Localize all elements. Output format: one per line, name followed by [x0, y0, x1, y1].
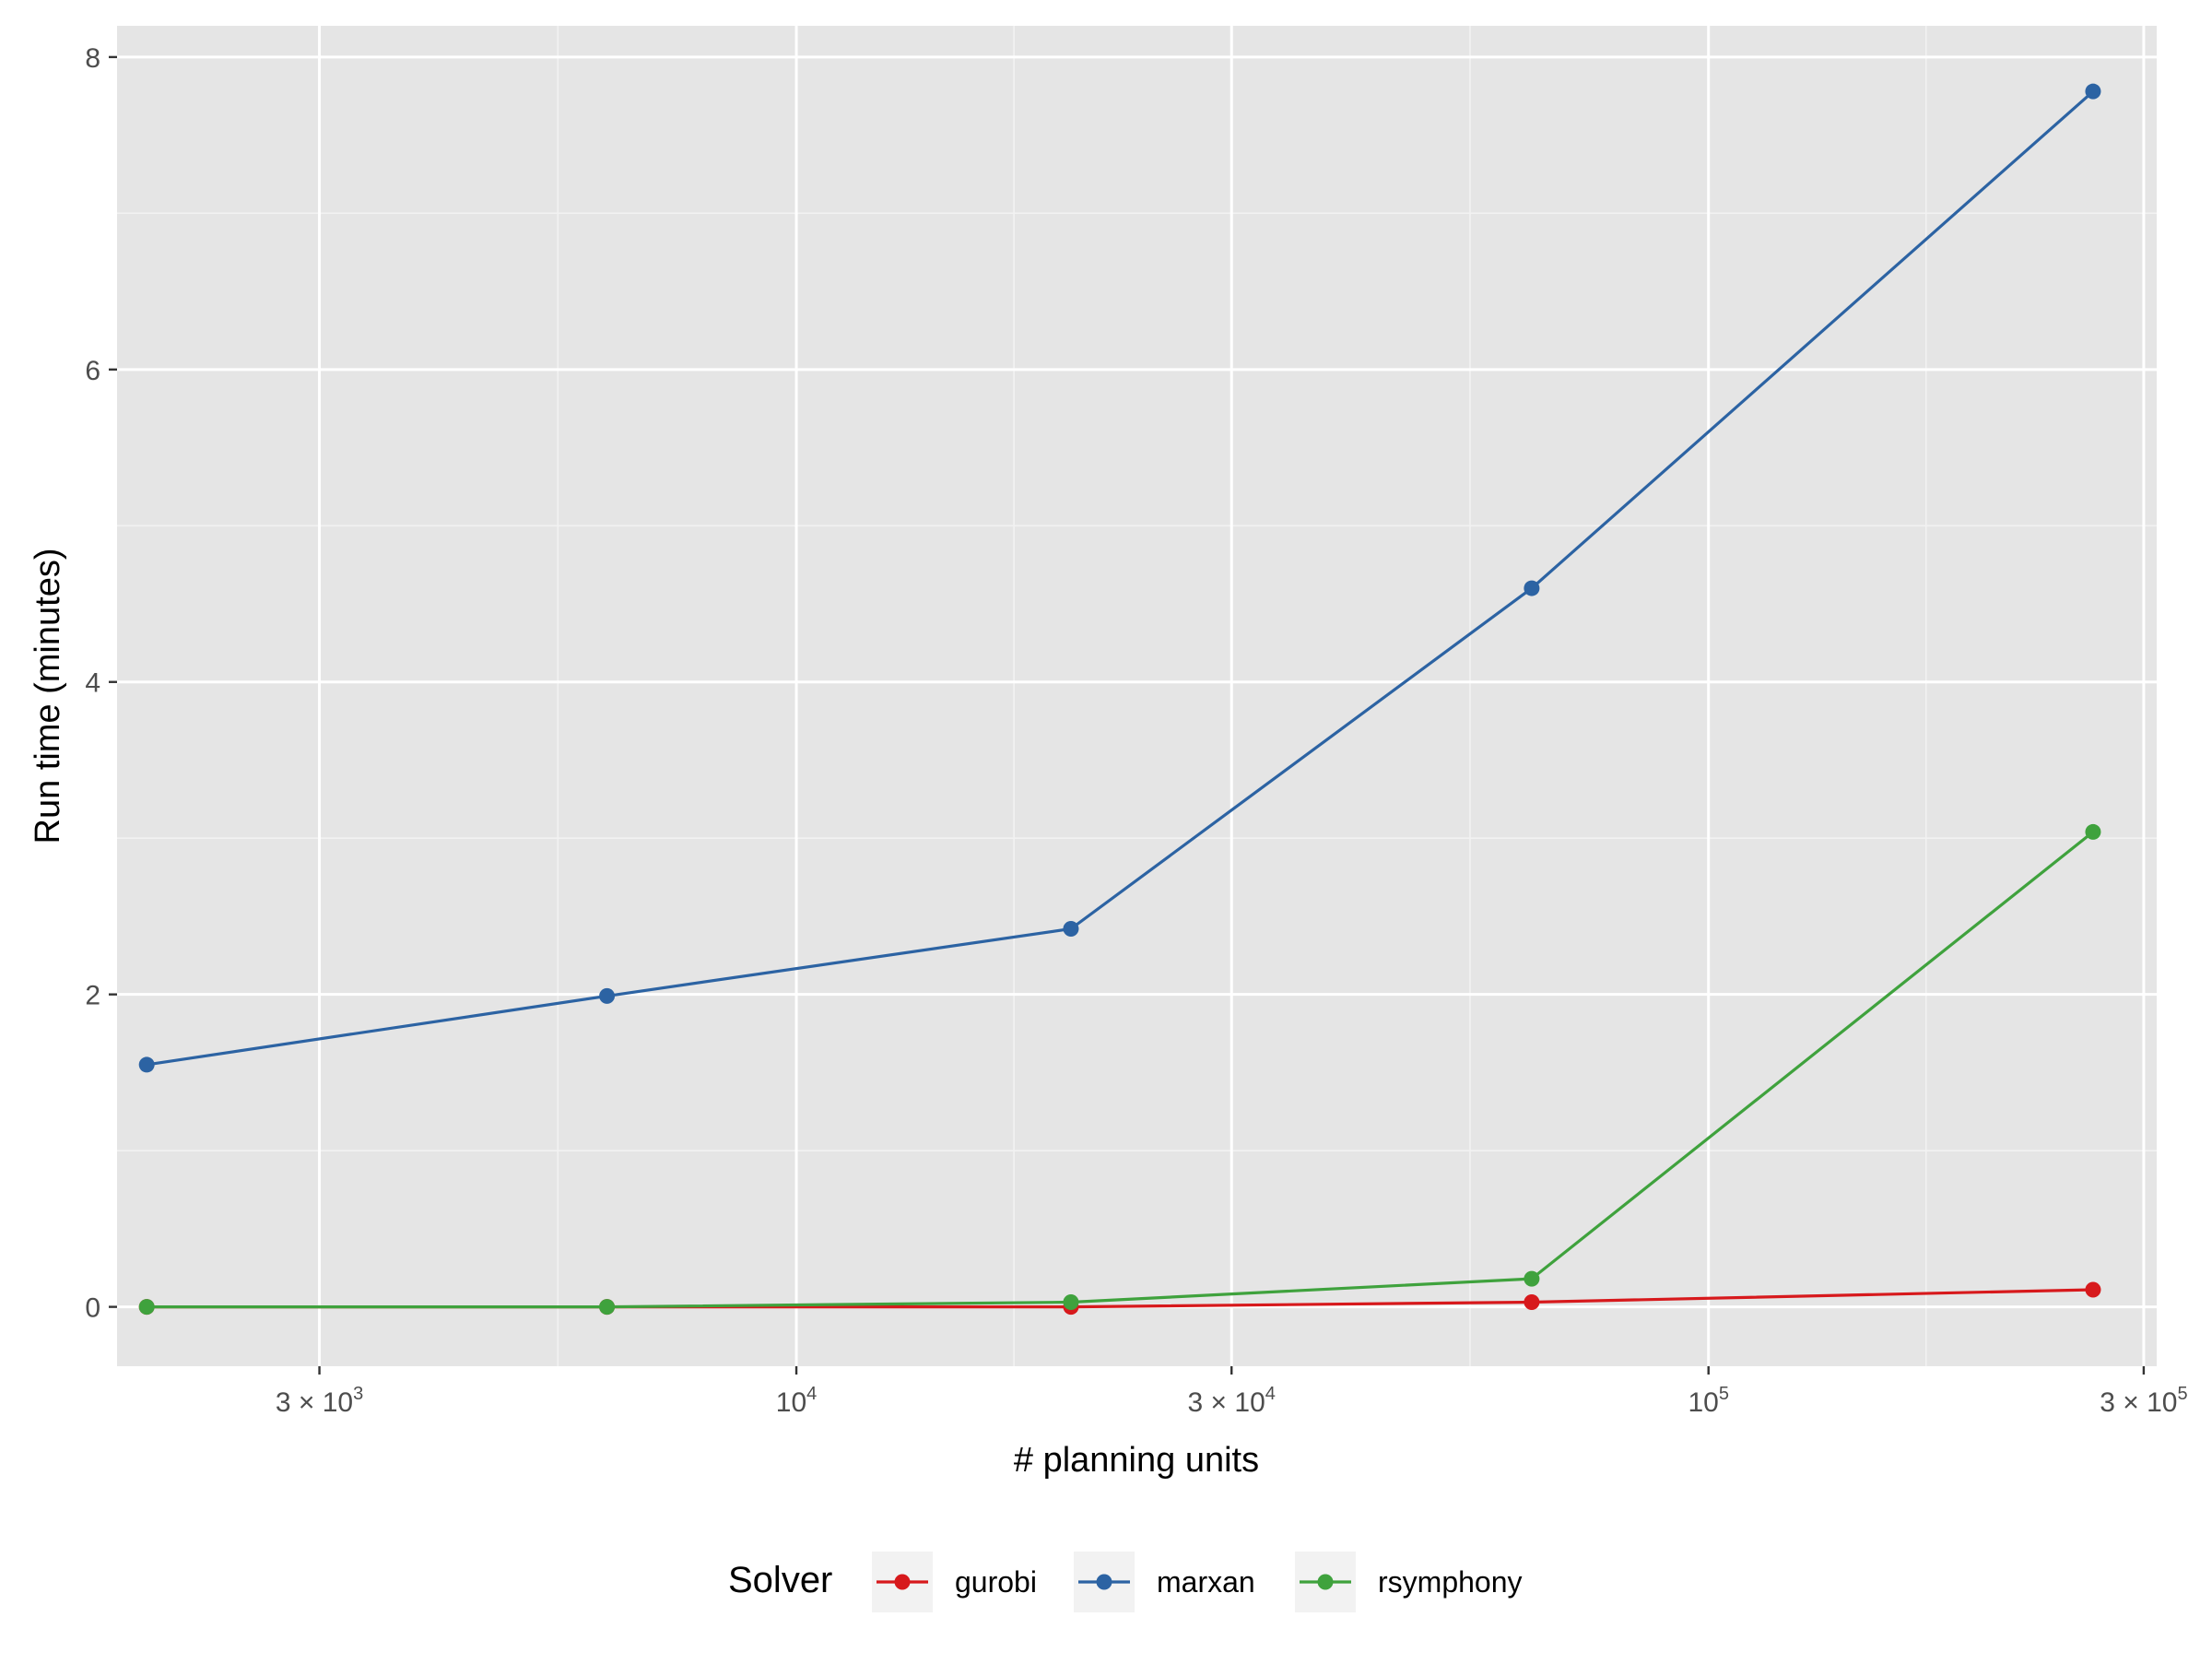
y-tick-labels: 0 2 4 6 8 [85, 43, 100, 1324]
legend-title: Solver [728, 1560, 832, 1600]
major-gridlines [117, 26, 2157, 1366]
minor-gridlines [117, 26, 2157, 1366]
gurobi-point [1524, 1294, 1540, 1311]
x-axis-title: # planning units [1014, 1441, 1259, 1480]
marxan-point [599, 987, 616, 1004]
x-tick-label: 105 [1688, 1384, 1729, 1418]
legend-item-marxan: marxan [1074, 1552, 1255, 1612]
x-tick-label: 3 × 105 [2100, 1384, 2187, 1418]
x-tick-label: 3 × 104 [1188, 1384, 1276, 1418]
legend: Solver gurobi marxan rsymphony [728, 1552, 1523, 1612]
legend-item-gurobi: gurobi [872, 1552, 1037, 1612]
x-tick-labels: 3 × 103 104 3 × 104 105 3 × 105 [276, 1384, 2188, 1418]
y-tick-label: 6 [85, 356, 100, 386]
rsymphony-point [2085, 823, 2101, 840]
gurobi-point [2085, 1281, 2101, 1298]
marxan-point [138, 1056, 155, 1073]
y-tick-label: 8 [85, 43, 100, 74]
legend-item-rsymphony: rsymphony [1295, 1552, 1523, 1612]
marxan-point [1063, 921, 1079, 938]
y-tick-label: 2 [85, 981, 100, 1011]
series-layer [138, 83, 2101, 1316]
y-tick-label: 0 [85, 1293, 100, 1324]
rsymphony-point [138, 1299, 155, 1316]
plot-panel [117, 26, 2157, 1366]
marxan-point [1524, 580, 1540, 596]
legend-key-point [1096, 1574, 1112, 1590]
x-tick-label: 3 × 103 [276, 1384, 363, 1418]
marxan-point [2085, 83, 2101, 100]
legend-key-point [894, 1574, 911, 1590]
legend-label: rsymphony [1378, 1565, 1523, 1599]
legend-key-point [1317, 1574, 1334, 1590]
y-tick-label: 4 [85, 668, 100, 699]
legend-label: gurobi [955, 1565, 1037, 1599]
rsymphony-point [599, 1299, 616, 1316]
rsymphony-point [1524, 1270, 1540, 1287]
series-marxan [138, 83, 2101, 1073]
legend-items: gurobi marxan rsymphony [872, 1552, 1523, 1612]
rsymphony-point [1063, 1294, 1079, 1311]
x-tick-label: 104 [776, 1384, 818, 1418]
legend-label: marxan [1157, 1565, 1255, 1599]
axis-ticks [109, 55, 2146, 1375]
y-axis-title: Run time (minutes) [29, 549, 67, 844]
series-rsymphony [138, 823, 2101, 1316]
